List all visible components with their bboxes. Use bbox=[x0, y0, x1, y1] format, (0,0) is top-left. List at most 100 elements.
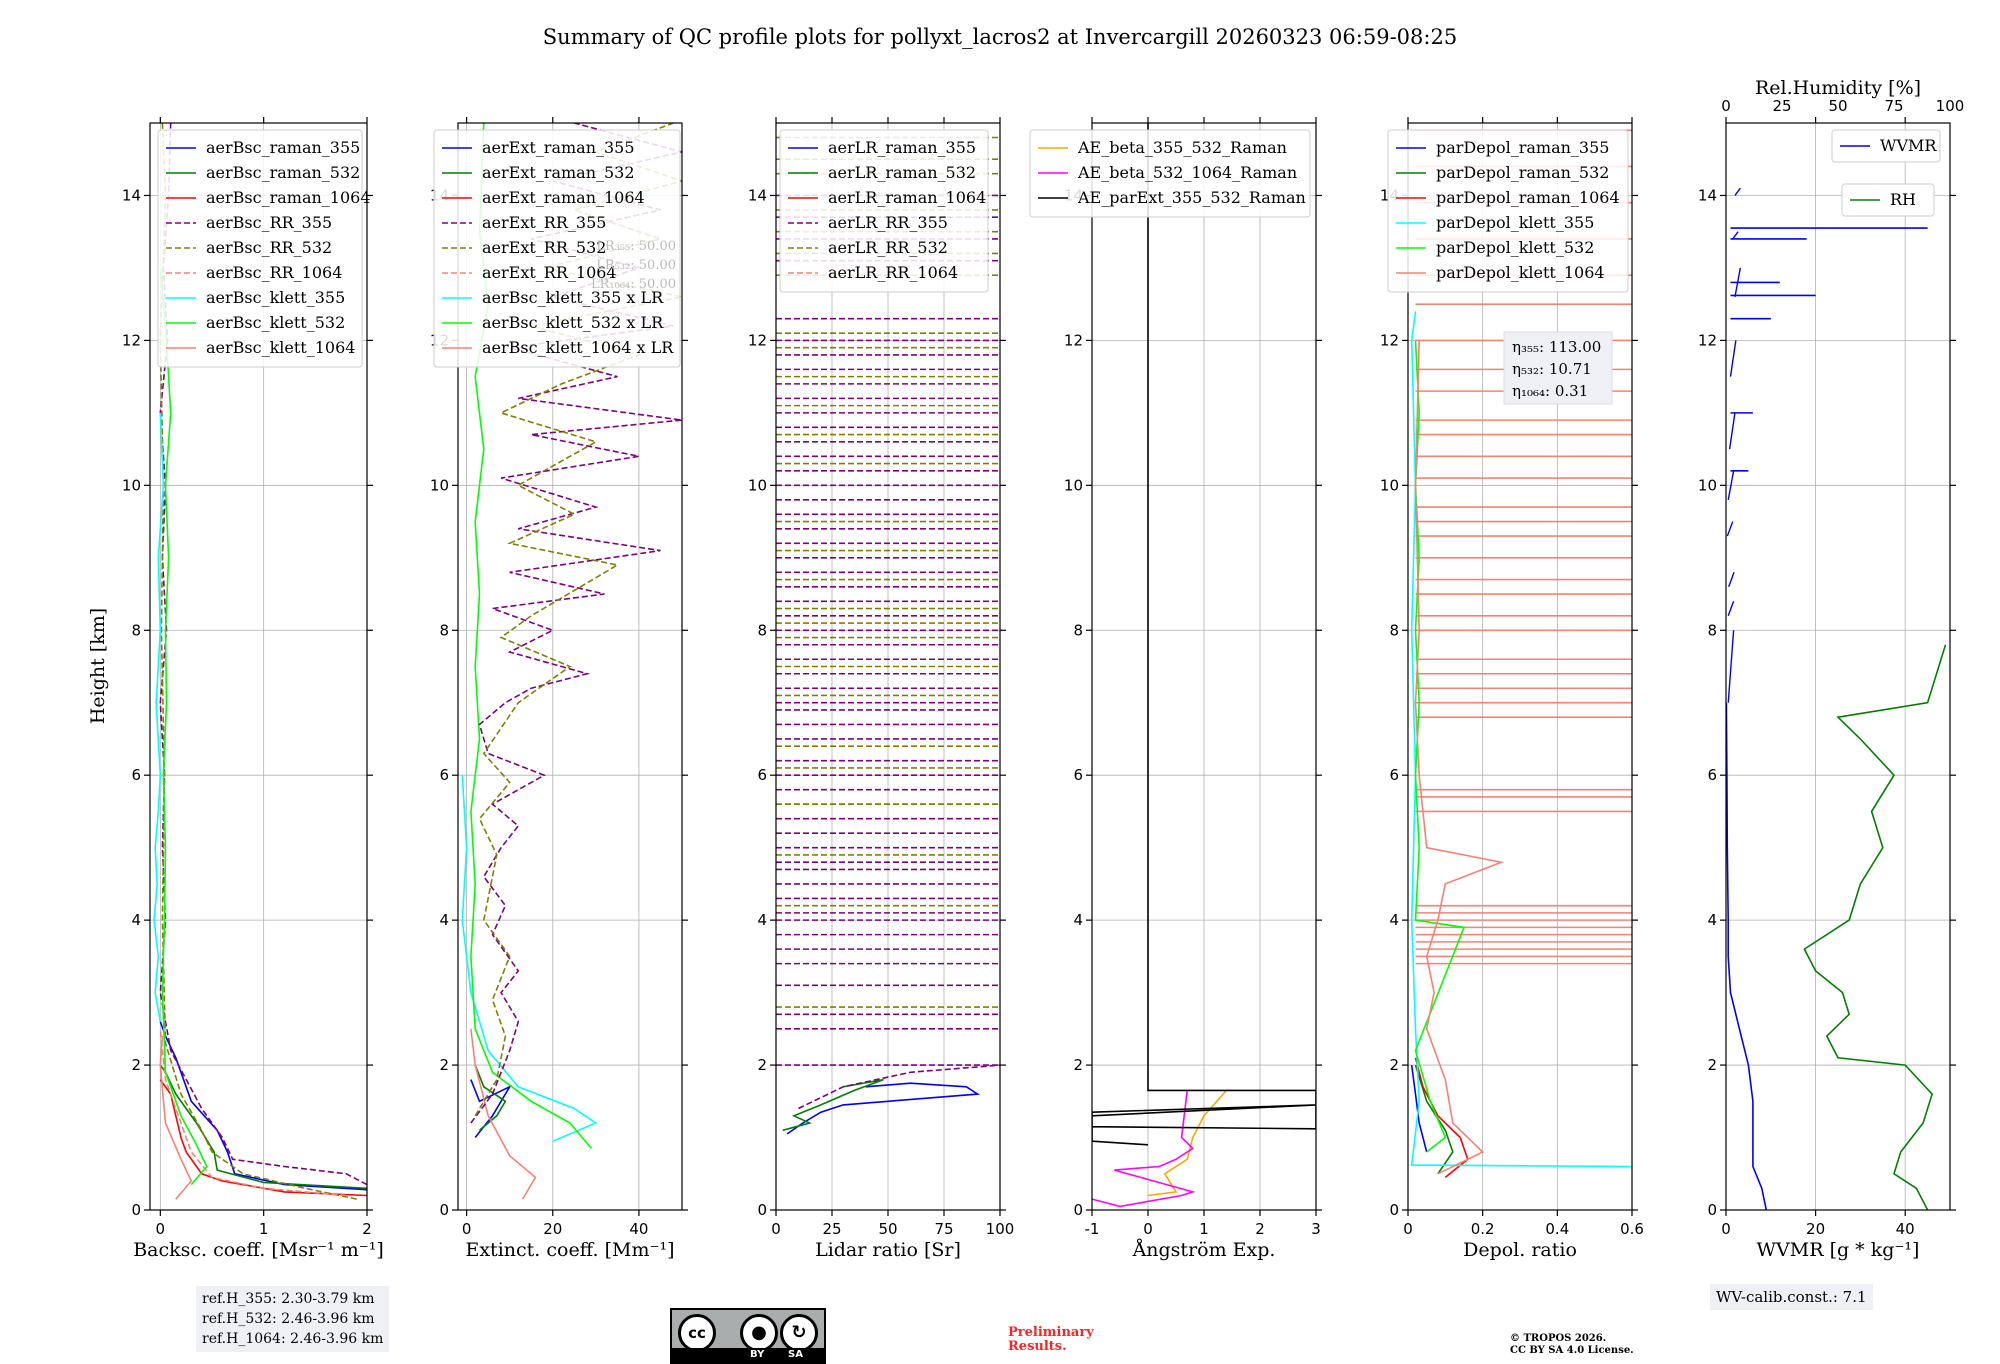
ytick-label-bsc-1: 2 bbox=[131, 1056, 141, 1074]
legend-label-ext-4: aerExt_RR_532 bbox=[482, 238, 606, 257]
xtick-label-ae-1: 0 bbox=[1143, 1220, 1153, 1238]
xtick-label-ae-2: 1 bbox=[1199, 1220, 1209, 1238]
ytick-label-lr-6: 12 bbox=[748, 331, 767, 349]
legend-lr: aerLR_raman_355 aerLR_raman_532 aerLR_rama… bbox=[779, 129, 989, 293]
ytick-label-ext-5: 10 bbox=[430, 476, 449, 494]
cc-by-sa-badge: cc ● ↻ BY SA bbox=[670, 1308, 826, 1364]
preliminary-line-1: Preliminary bbox=[1008, 1325, 1094, 1340]
ytick-label-wv-6: 12 bbox=[1698, 331, 1717, 349]
ytick-label-wv-7: 14 bbox=[1698, 186, 1717, 204]
ytick-label-ae-5: 10 bbox=[1064, 476, 1083, 494]
series-depol-parDepol_raman_532 bbox=[1414, 1064, 1454, 1175]
copyright-line-1: © TROPOS 2026. bbox=[1510, 1333, 1607, 1344]
legend-label-wv-1: RH bbox=[1890, 190, 1916, 209]
top-xlabel-wv: Rel.Humidity [%] bbox=[1755, 77, 1921, 99]
legend-label-depol-2: parDepol_raman_1064 bbox=[1436, 188, 1620, 207]
ytick-label-ext-2: 4 bbox=[439, 911, 449, 929]
ytick-label-ae-0: 0 bbox=[1073, 1201, 1083, 1219]
wv-segment-4 bbox=[1727, 470, 1735, 500]
ytick-label-depol-0: 0 bbox=[1389, 1201, 1399, 1219]
xtick-label-ext-1: 20 bbox=[543, 1220, 562, 1238]
xtick-label-depol-1: 0.2 bbox=[1471, 1220, 1495, 1238]
xtick-label-wv-0: 0 bbox=[1721, 1220, 1731, 1238]
xlabel-bsc: Backsc. coeff. [Msr⁻¹ m⁻¹] bbox=[133, 1239, 384, 1261]
lr-note-1: LR₅₃₂: 50.00 bbox=[596, 258, 676, 273]
plot-area-depol bbox=[1410, 129, 1632, 1179]
legend-label-bsc-1: aerBsc_raman_532 bbox=[206, 163, 360, 182]
plot-area-wv bbox=[1726, 187, 1947, 1210]
ytick-label-bsc-7: 14 bbox=[122, 186, 141, 204]
legend-label-lr-5: aerLR_RR_1064 bbox=[828, 263, 958, 282]
series-ae-AE_beta_532_1064_Raman bbox=[1092, 1090, 1196, 1208]
cc-badge-strip bbox=[672, 1348, 824, 1362]
legend-label-bsc-6: aerBsc_klett_355 bbox=[206, 288, 345, 307]
panel-ae: -1012302468101214Ångström Exp.AE_beta_35… bbox=[1029, 117, 1322, 1261]
xtick-label-bsc-2: 2 bbox=[362, 1220, 372, 1238]
xlabel-ae: Ångström Exp. bbox=[1132, 1239, 1276, 1261]
legend-wv: WVMR RH bbox=[1831, 129, 1941, 217]
series-ext-aerExt_raman_355 bbox=[470, 1079, 512, 1138]
wv-segment-6 bbox=[1729, 340, 1737, 377]
frame-bsc bbox=[149, 122, 368, 1211]
legend-ae: AE_beta_355_532_Raman AE_beta_532_1064_Ra… bbox=[1029, 129, 1311, 218]
wv-segment-8 bbox=[1732, 231, 1739, 240]
series-bsc-aerBsc_klett_532 bbox=[159, 267, 208, 1186]
legend-box-wv-1 bbox=[1841, 183, 1935, 217]
ytick-label-ae-1: 2 bbox=[1073, 1056, 1083, 1074]
ref-height-1064: ref.H_1064: 2.46-3.96 km bbox=[202, 1331, 384, 1347]
plot-area-ae bbox=[1092, 123, 1316, 1208]
series-ext-aerBsc_klett_1064 x LR bbox=[470, 1028, 537, 1200]
xtick-label-ae-4: 3 bbox=[1311, 1220, 1321, 1238]
preliminary-note: Preliminary Results. bbox=[1008, 1326, 1094, 1354]
ytick-label-depol-2: 4 bbox=[1389, 911, 1399, 929]
ytick-label-ext-1: 2 bbox=[439, 1056, 449, 1074]
legend-label-bsc-2: aerBsc_raman_1064 bbox=[206, 188, 371, 207]
eta-label-2: η₁₀₆₄: 0.31 bbox=[1512, 382, 1588, 400]
xtick-label-lr-0: 0 bbox=[771, 1220, 781, 1238]
cc-by-text: BY bbox=[750, 1349, 765, 1360]
xtick-label-lr-3: 75 bbox=[934, 1220, 953, 1238]
legend-label-ae-2: AE_parExt_355_532_Raman bbox=[1077, 188, 1306, 207]
y-axis-label: Height [km] bbox=[87, 608, 109, 724]
wv-segment-5 bbox=[1728, 412, 1736, 450]
ytick-label-ext-3: 6 bbox=[439, 766, 449, 784]
legend-label-ae-1: AE_beta_532_1064_Raman bbox=[1077, 163, 1297, 182]
frame-wv bbox=[1725, 122, 1951, 1211]
xlabel-lr: Lidar ratio [Sr] bbox=[815, 1239, 961, 1261]
series-bsc-aerBsc_RR_355 bbox=[159, 123, 367, 1186]
lr-note-2: LR₁₀₆₄: 50.00 bbox=[591, 277, 676, 292]
ytick-label-lr-1: 2 bbox=[757, 1056, 767, 1074]
xtick-label-depol-2: 0.4 bbox=[1545, 1220, 1569, 1238]
series-lr-aerLR_raman_355 bbox=[786, 1082, 981, 1135]
ytick-label-wv-5: 10 bbox=[1698, 476, 1717, 494]
legend-label-depol-0: parDepol_raman_355 bbox=[1436, 138, 1609, 157]
ytick-label-ae-6: 12 bbox=[1064, 331, 1083, 349]
ytick-label-wv-0: 0 bbox=[1707, 1201, 1717, 1219]
legend-label-lr-1: aerLR_raman_532 bbox=[828, 163, 976, 182]
legend-box-lr bbox=[779, 129, 989, 293]
series-wv-RH bbox=[1803, 644, 1947, 1210]
top-xtick-label-0: 0 bbox=[1721, 97, 1731, 115]
legend-label-ext-2: aerExt_raman_1064 bbox=[482, 188, 645, 207]
series-depol-parDepol_raman_1064 bbox=[1414, 1057, 1469, 1179]
copyright-note: © TROPOS 2026. CC BY SA 4.0 License. bbox=[1510, 1333, 1634, 1357]
top-xtick-label-2: 50 bbox=[1828, 97, 1847, 115]
wv-segment-9 bbox=[1734, 187, 1741, 196]
legend-label-bsc-4: aerBsc_RR_532 bbox=[206, 238, 332, 257]
ytick-label-lr-5: 10 bbox=[748, 476, 767, 494]
xtick-label-lr-1: 25 bbox=[822, 1220, 841, 1238]
top-xtick-label-1: 25 bbox=[1772, 97, 1791, 115]
series-bsc-aerBsc_RR_532 bbox=[159, 123, 357, 1200]
wv-calib-box: WV-calib.const.: 7.1 bbox=[1710, 1284, 1873, 1310]
ytick-label-bsc-5: 10 bbox=[122, 476, 141, 494]
xtick-label-bsc-0: 0 bbox=[156, 1220, 166, 1238]
xtick-label-ae-0: -1 bbox=[1085, 1220, 1100, 1238]
legend-label-depol-3: parDepol_klett_355 bbox=[1436, 213, 1594, 232]
series-bsc-aerBsc_klett_355 bbox=[153, 412, 165, 1022]
legend-label-ae-0: AE_beta_355_532_Raman bbox=[1077, 138, 1287, 157]
ytick-label-lr-7: 14 bbox=[748, 186, 767, 204]
series-depol-parDepol_klett_1064 bbox=[1414, 340, 1505, 1175]
series-bsc-aerBsc_klett_1064 bbox=[159, 1036, 193, 1200]
series-bsc-aerBsc_RR_1064 bbox=[159, 1028, 347, 1197]
panel-depol: 00.20.40.602468101214Depol. ratioparDepo… bbox=[1380, 117, 1644, 1261]
